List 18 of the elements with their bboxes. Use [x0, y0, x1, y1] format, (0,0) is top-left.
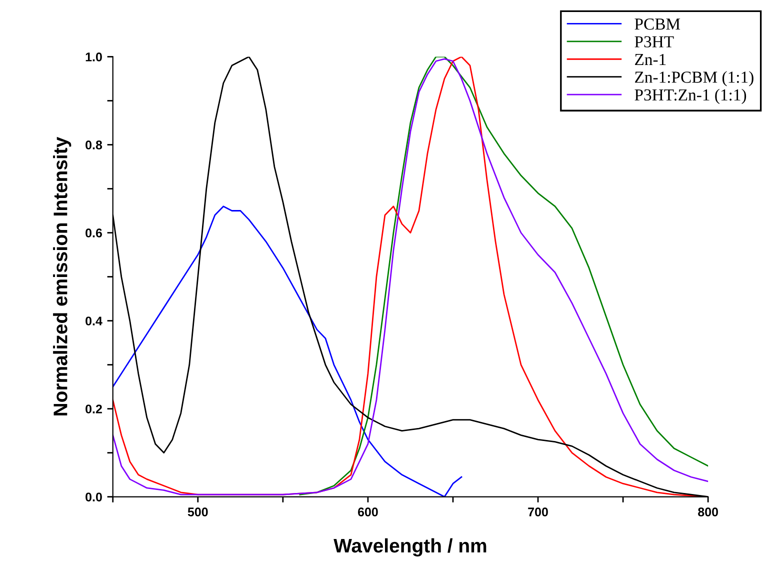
y-tick-label: 0.4 [86, 316, 102, 326]
y-tick-label: 0.8 [86, 140, 102, 150]
y-tick-label: 0.0 [86, 492, 102, 502]
legend-label: Zn-1 [635, 54, 666, 65]
x-axis-title: Wavelength / nm [334, 538, 486, 557]
x-tick-label: 500 [188, 508, 208, 516]
legend-label: P3HT:Zn-1 (1:1) [634, 88, 746, 104]
x-tick-label: 700 [528, 508, 548, 516]
line-series [112, 206, 462, 497]
x-tick-label: 800 [698, 508, 718, 516]
legend-label: Zn-1:PCBM (1:1) [635, 71, 754, 86]
legend-label: PCBM [634, 18, 680, 30]
y-tick-label: 0.2 [86, 404, 102, 414]
legend-label: P3HT [634, 36, 674, 48]
y-axis-title: Normalized emission Intensity [53, 136, 72, 416]
x-tick-label: 600 [358, 508, 378, 516]
y-tick-label: 0.6 [86, 228, 102, 238]
y-tick-label: 1.0 [86, 52, 102, 62]
